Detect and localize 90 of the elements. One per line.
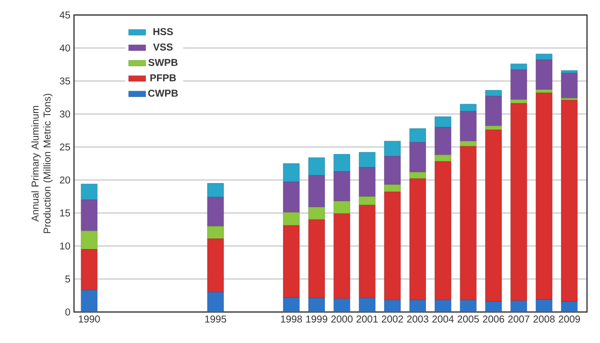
- x-tick-label: 2008: [533, 316, 555, 323]
- bar: [536, 54, 552, 60]
- bar: [384, 184, 401, 192]
- x-tick-label: 1995: [205, 316, 226, 323]
- bar: [358, 204, 376, 298]
- bar: [409, 142, 426, 172]
- bar: [334, 171, 350, 202]
- x-tick-label: 1999: [306, 316, 328, 323]
- bar: [283, 225, 300, 298]
- legend-label: PFPB: [150, 74, 176, 82]
- x-tick-label: 2006: [482, 316, 504, 323]
- x-tick-label: 2002: [382, 316, 404, 323]
- bar: [485, 126, 502, 130]
- x-tick-label: 2009: [558, 316, 580, 323]
- x-tick-label: 1998: [281, 316, 302, 323]
- bar: [283, 163, 300, 182]
- bar: [80, 200, 98, 231]
- bar: [358, 167, 376, 197]
- bar: [460, 111, 476, 142]
- bar: [485, 90, 502, 96]
- bar: [510, 64, 528, 70]
- bar: [308, 219, 325, 298]
- bar: [334, 214, 350, 299]
- bar: [384, 192, 401, 300]
- bar: [460, 140, 476, 146]
- bar: [308, 206, 325, 220]
- bar: [434, 127, 452, 156]
- bar: [536, 60, 552, 90]
- y-tick-label: 30: [60, 110, 70, 118]
- bar: [510, 300, 527, 312]
- bar: [359, 298, 376, 312]
- y-tick-label: 45: [60, 12, 70, 18]
- bar: [283, 182, 300, 212]
- y-tick-label: 15: [60, 210, 70, 216]
- bar: [460, 146, 476, 300]
- y-tick-label: 40: [60, 44, 70, 52]
- bar: [334, 298, 350, 312]
- bar: [358, 152, 376, 168]
- bar: [384, 140, 401, 156]
- bar: [358, 196, 376, 206]
- x-tick-label: 2001: [356, 316, 378, 323]
- bar: [409, 128, 426, 143]
- y-tick-label: 25: [60, 143, 70, 151]
- bar: [510, 70, 528, 100]
- bar: [485, 96, 502, 126]
- bar: [80, 290, 98, 312]
- bar: [409, 178, 426, 300]
- legend-label: HSS: [153, 28, 173, 36]
- y-tick-label: 10: [60, 242, 70, 250]
- bar: [460, 104, 476, 112]
- bar: [80, 230, 98, 250]
- bar: [561, 72, 578, 98]
- bar: [434, 154, 452, 162]
- bar: [409, 172, 426, 179]
- bar: [308, 298, 325, 312]
- bar: [334, 200, 350, 214]
- legend-label: SWPB: [148, 58, 178, 66]
- bar: [207, 238, 224, 292]
- bar: [80, 184, 98, 200]
- x-tick-label: 2007: [508, 316, 530, 323]
- bar: [308, 175, 325, 208]
- x-tick-label: 2003: [407, 316, 428, 323]
- y-tick-label: 35: [60, 77, 70, 85]
- bar: [80, 249, 98, 290]
- x-tick-label: 1990: [78, 316, 100, 323]
- bar: [561, 100, 578, 302]
- x-tick-label: 2000: [331, 316, 353, 323]
- bar: [434, 116, 452, 128]
- legend-label: CWPB: [148, 90, 178, 97]
- y-tick-label: 0: [65, 308, 70, 316]
- bar: [207, 226, 224, 239]
- bar: [207, 183, 224, 198]
- x-tick-label: 2005: [458, 316, 479, 323]
- bar: [384, 156, 401, 185]
- legend-label: VSS: [153, 44, 173, 51]
- bar: [561, 70, 578, 74]
- bar: [283, 212, 300, 226]
- bar: [308, 157, 325, 176]
- x-tick-label: 2004: [432, 316, 454, 323]
- y-tick-label: 20: [60, 176, 70, 184]
- y-tick-label: 5: [65, 276, 70, 282]
- bar: [485, 130, 502, 302]
- bar: [434, 161, 452, 300]
- bar: [510, 103, 528, 301]
- bar: [207, 197, 224, 226]
- y-axis-title: Annual Primary Aluminum Production (Million Metric Tons): [31, 94, 53, 233]
- bar: [510, 99, 528, 104]
- bar: [207, 292, 224, 312]
- bar: [536, 92, 552, 300]
- bar: [334, 154, 350, 172]
